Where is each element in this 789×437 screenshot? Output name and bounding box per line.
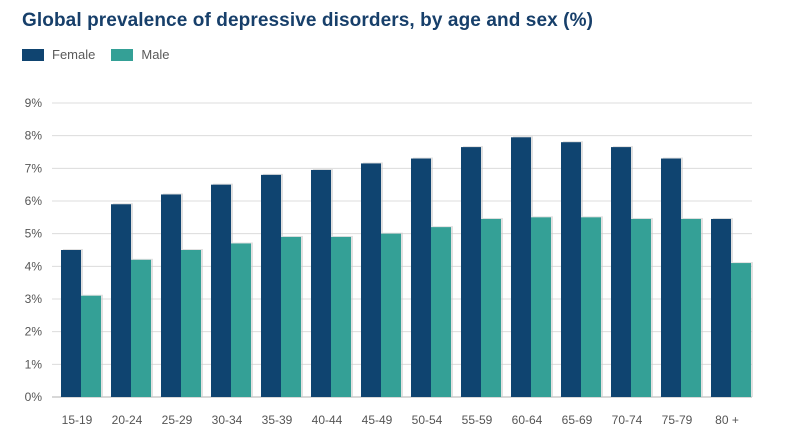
x-tick-label: 80 +	[715, 413, 739, 427]
bar-female	[561, 142, 581, 397]
bar-male	[531, 217, 551, 397]
y-tick-label: 3%	[25, 292, 43, 306]
bar-male	[331, 236, 351, 397]
legend: Female Male	[22, 47, 186, 62]
x-tick-label: 40-44	[312, 413, 343, 427]
y-tick-label: 9%	[25, 96, 43, 110]
bar-male	[281, 236, 301, 397]
y-tick-label: 2%	[25, 325, 43, 339]
bar-male	[181, 250, 201, 397]
legend-swatch-male	[111, 48, 134, 61]
bar-female	[511, 137, 531, 398]
bar-male	[631, 218, 651, 397]
bar-male	[231, 243, 251, 397]
bar-male	[381, 233, 401, 397]
x-tick-label: 45-49	[362, 413, 393, 427]
bar-male	[131, 259, 151, 397]
y-tick-label: 4%	[25, 259, 43, 273]
bar-female	[461, 147, 481, 397]
x-tick-label: 50-54	[412, 413, 443, 427]
y-tick-label: 5%	[25, 227, 43, 241]
x-tick-label: 30-34	[212, 413, 243, 427]
x-tick-label: 70-74	[612, 413, 643, 427]
y-tick-label: 6%	[25, 194, 43, 208]
bar-male	[431, 227, 451, 397]
bar-female	[611, 147, 631, 397]
legend-label-female: Female	[52, 47, 96, 62]
legend-swatch-female	[22, 48, 44, 61]
y-tick-label: 0%	[25, 390, 43, 404]
bar-female	[111, 204, 131, 397]
bar-female	[361, 163, 381, 397]
bar-female	[311, 169, 331, 397]
legend-item-female: Female	[22, 47, 95, 62]
y-tick-label: 7%	[25, 161, 43, 175]
bar-male	[581, 217, 601, 397]
x-tick-label: 35-39	[262, 413, 293, 427]
chart-title: Global prevalence of depressive disorder…	[22, 10, 594, 31]
bar-female	[161, 194, 181, 397]
x-tick-label: 75-79	[662, 413, 693, 427]
x-tick-label: 55-59	[462, 413, 493, 427]
bar-female	[211, 184, 231, 397]
bar-male	[81, 295, 101, 397]
bar-female	[711, 218, 731, 397]
legend-item-male: Male	[111, 47, 170, 62]
bar-male	[481, 218, 501, 397]
bar-male	[681, 218, 701, 397]
x-tick-label: 25-29	[162, 413, 193, 427]
legend-label-male: Male	[141, 47, 170, 62]
x-tick-label: 65-69	[562, 413, 593, 427]
x-tick-label: 15-19	[62, 413, 93, 427]
bar-female	[661, 158, 681, 397]
y-tick-label: 1%	[25, 357, 43, 371]
bar-female	[61, 250, 81, 397]
y-tick-label: 8%	[25, 129, 43, 143]
bar-female	[261, 174, 281, 397]
bar-male	[731, 263, 751, 397]
bar-female	[411, 158, 431, 397]
x-tick-label: 60-64	[512, 413, 543, 427]
x-tick-label: 20-24	[112, 413, 143, 427]
